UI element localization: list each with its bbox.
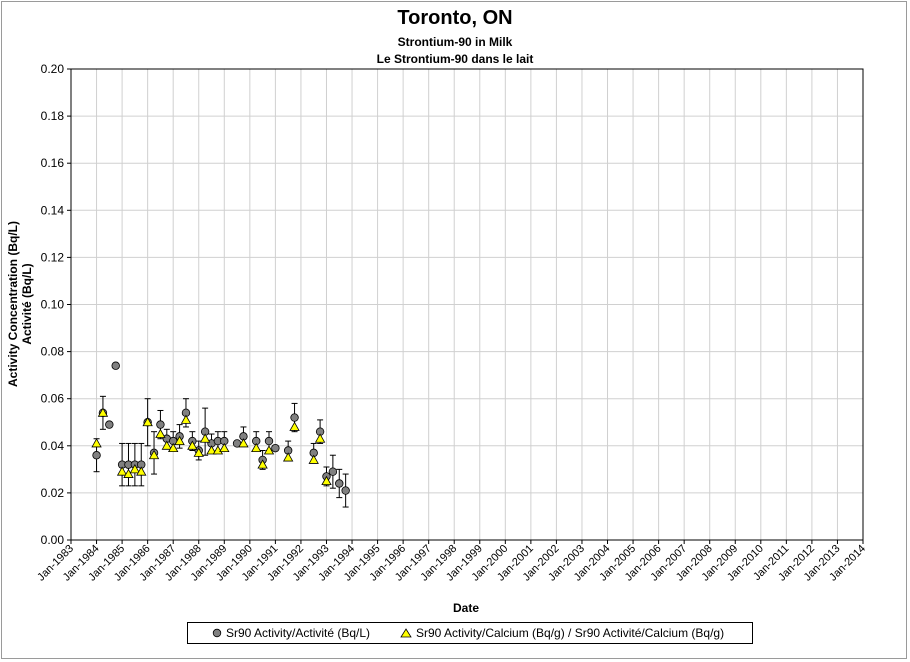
y-axis-label-2: Activité (Bq/L) (20, 263, 34, 344)
calcium-point (289, 421, 300, 431)
y-tick-label: 0.06 (41, 392, 65, 406)
calcium-point (308, 454, 319, 464)
calcium-point (155, 428, 166, 438)
calcium-point (238, 438, 249, 448)
plot-border (70, 68, 864, 541)
y-tick-label: 0.08 (41, 345, 65, 359)
activity-point (105, 420, 114, 429)
activity-point (328, 467, 338, 476)
calcium-point (180, 414, 192, 424)
legend-item-activity: Sr90 Activity/Activité (Bq/L) (212, 626, 370, 640)
activity-point (92, 451, 101, 460)
calcium-point (97, 407, 109, 417)
activity-point (335, 479, 344, 488)
calcium-point (168, 442, 179, 453)
activity-point (111, 361, 120, 370)
calcium-point (129, 464, 141, 474)
activity-point (264, 436, 274, 446)
calcium-point (251, 442, 262, 453)
activity-point (271, 443, 280, 453)
chart-title: Toronto, ON (397, 7, 513, 29)
calcium-point (257, 459, 268, 469)
y-tick-label: 0.10 (41, 298, 65, 312)
y-tick-label: 0.16 (41, 156, 65, 170)
activity-point (341, 486, 350, 495)
calcium-point (321, 475, 332, 486)
calcium-point (314, 433, 326, 443)
calcium-point (123, 468, 134, 478)
y-tick-label: 0.00 (41, 533, 65, 547)
y-tick-label: 0.02 (41, 486, 65, 500)
triangle-marker-icon (400, 628, 412, 638)
y-tick-label: 0.18 (41, 109, 65, 123)
chart-subtitle-fr: Le Strontium-90 dans le lait (376, 52, 534, 66)
legend-label-calcium: Sr90 Activity/Calcium (Bq/g) / Sr90 Acti… (416, 626, 725, 640)
calcium-point (282, 452, 294, 462)
chart-subtitle-en: Strontium-90 in Milk (397, 35, 513, 49)
data-points (91, 361, 350, 495)
x-tick-labels: Jan-1983Jan-1984Jan-1985Jan-1986Jan-1987… (35, 543, 868, 584)
legend-item-calcium: Sr90 Activity/Calcium (Bq/g) / Sr90 Acti… (400, 626, 724, 640)
calcium-point (136, 466, 147, 476)
activity-point (290, 413, 299, 422)
calcium-point (161, 440, 172, 450)
calcium-point (206, 445, 217, 455)
calcium-point (193, 447, 204, 457)
axes (67, 68, 864, 544)
legend-label-activity: Sr90 Activity/Activité (Bq/L) (226, 626, 371, 640)
calcium-point (263, 445, 275, 455)
calcium-point (199, 433, 211, 443)
y-axis-label-1: Activity Concentration (Bq/L) (6, 221, 20, 387)
calcium-point (142, 416, 153, 427)
calcium-point (219, 442, 230, 453)
y-tick-label: 0.04 (41, 439, 65, 453)
x-axis-label: Date (453, 601, 479, 615)
circle-marker-icon (212, 628, 222, 638)
calcium-point (91, 438, 102, 448)
calcium-point (148, 449, 160, 460)
y-tick-label: 0.20 (41, 62, 65, 76)
activity-point (156, 420, 165, 429)
y-tick-label: 0.14 (41, 203, 65, 217)
legend: Sr90 Activity/Activité (Bq/L) Sr90 Activ… (187, 622, 753, 644)
y-tick-labels: 0.00 0.02 0.04 0.06 0.08 0.10 0.12 0.14 0.16 0.18… (41, 62, 65, 547)
y-tick-label: 0.12 (41, 250, 65, 264)
calcium-point (174, 435, 185, 445)
gridlines (71, 68, 864, 540)
calcium-point (187, 440, 198, 450)
calcium-point (116, 466, 128, 476)
